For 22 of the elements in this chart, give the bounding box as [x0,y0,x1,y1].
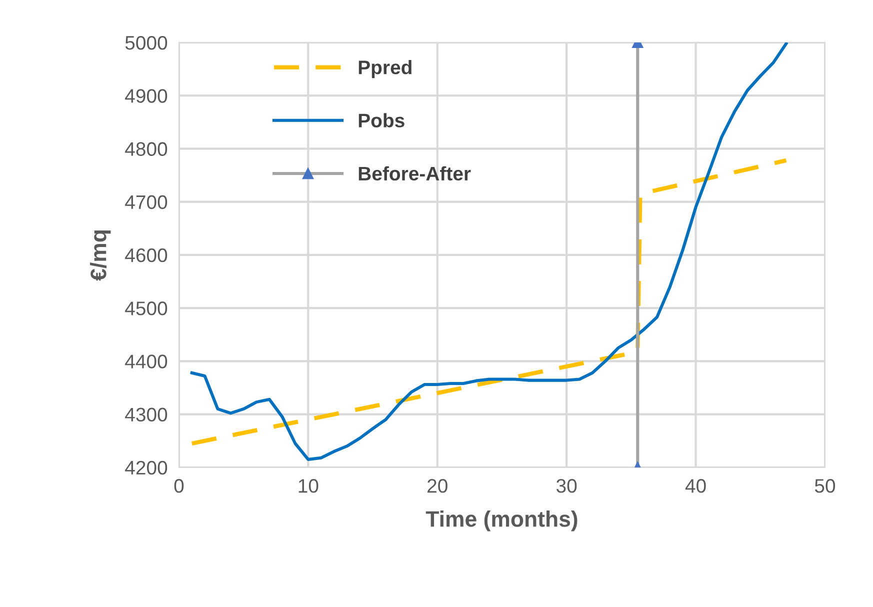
y-tick-label: 4800 [125,142,168,156]
line-series [190,158,788,446]
line-series [190,42,788,461]
x-axis-title: Time (months) [426,510,578,532]
x-tick-label: 30 [556,479,577,493]
legend-label: Before-After [358,166,471,181]
y-tick-label: 5000 [125,36,168,50]
y-tick-label: 4700 [125,195,168,210]
y-axis-title: €/mq [90,230,111,281]
y-tick-label: 4600 [125,248,168,262]
legend-label: Pobs [358,113,404,128]
y-tick-label: 4500 [125,302,168,316]
y-tick-label: 4300 [125,408,168,422]
legend-label: Ppred [358,60,412,78]
x-tick-label: 20 [428,479,448,493]
y-tick-label: 4400 [125,354,168,368]
x-tick-label: 0 [174,479,184,493]
y-tick-label: 4900 [125,89,168,103]
y-tick-label: 4200 [125,460,168,475]
x-tick-label: 10 [298,479,318,493]
x-tick-label: 40 [685,479,706,493]
x-tick-label: 50 [814,479,836,493]
